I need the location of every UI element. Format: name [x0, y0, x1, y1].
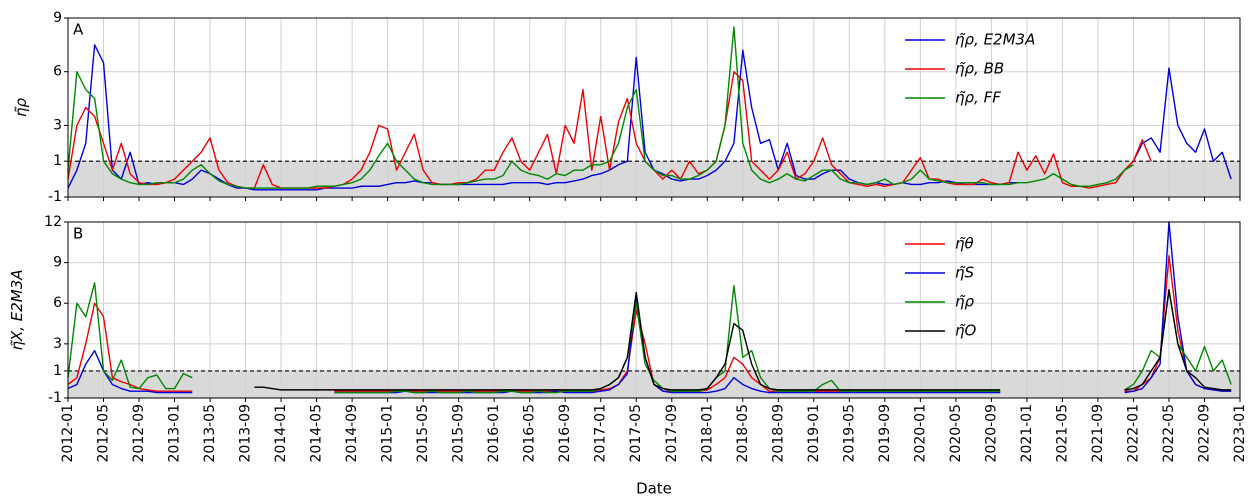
x-tick-label: 2018-05 [735, 404, 751, 463]
y-tick-label: 1 [53, 153, 62, 169]
x-tick-label: 2020-01 [912, 404, 928, 463]
x-tick-label: 2021-09 [1090, 404, 1106, 463]
x-tick-label: 2012-01 [60, 404, 76, 463]
y-tick-label: 9 [53, 255, 62, 271]
x-tick-label: 2013-09 [238, 404, 254, 463]
x-tick-label: 2019-09 [877, 404, 893, 463]
threshold-band [68, 161, 1240, 197]
legend-label: η̃S [955, 264, 975, 282]
y-tick-label: 6 [53, 64, 62, 80]
plot-frame [67, 221, 1241, 399]
x-tick-label: 2016-01 [486, 404, 502, 463]
panel: -1 1 3 6 9 η̃ρ, E2M3A η̃ρ, BB η̃ρ, FF Aη̃ρ [12, 10, 1241, 205]
x-tick-label: 2016-09 [557, 404, 573, 463]
y-tick-label: 9 [53, 10, 62, 26]
legend-label: η̃ρ, BB [955, 60, 1004, 78]
x-tick-label: 2022-01 [1125, 404, 1141, 463]
x-tick-label: 2020-05 [948, 404, 964, 463]
legend-label: η̃ρ, FF [955, 89, 1001, 107]
x-tick-label: 2012-09 [131, 404, 147, 463]
y-tick-label: 3 [53, 336, 62, 352]
panel-label: A [73, 21, 84, 39]
x-tick-label: 2022-05 [1161, 404, 1177, 463]
x-tick-label: 2015-01 [380, 404, 396, 463]
legend-label: η̃ρ, E2M3A [955, 31, 1035, 49]
y-axis-label: η̃ρ [12, 98, 30, 118]
x-tick-label: 2019-01 [806, 404, 822, 463]
x-tick-label: 2017-01 [593, 404, 609, 463]
legend-label: η̃O [955, 322, 977, 340]
x-tick-label: 2019-05 [841, 404, 857, 463]
x-tick-label: 2021-01 [1019, 404, 1035, 463]
x-tick-label: 2018-01 [699, 404, 715, 463]
y-tick-label: 1 [53, 363, 62, 379]
y-tick-label: 12 [44, 214, 62, 230]
x-tick-label: 2013-05 [202, 404, 218, 463]
panel: 2012-01 2012-05 2012-09 2013-01 2013-05 2013-… [8, 214, 1248, 498]
y-tick-label: 3 [53, 117, 62, 133]
x-axis-label: Date [636, 480, 672, 496]
x-tick-label: 2013-01 [167, 404, 183, 463]
y-axis-label: η̃X, E2M3A [8, 269, 26, 350]
x-tick-label: 2012-05 [96, 404, 112, 463]
x-tick-label: 2021-05 [1054, 404, 1070, 463]
x-tick-label: 2023-01 [1232, 404, 1248, 463]
series-line [254, 288, 1232, 391]
x-tick-label: 2018-09 [770, 404, 786, 463]
x-tick-label: 2014-09 [344, 404, 360, 463]
x-tick-label: 2017-05 [628, 404, 644, 463]
x-tick-label: 2015-09 [451, 404, 467, 463]
y-tick-label: -1 [48, 189, 62, 205]
x-tick-label: 2017-09 [664, 404, 680, 463]
x-tick-label: 2015-05 [415, 404, 431, 463]
panel-label: B [73, 225, 83, 243]
x-tick-label: 2020-09 [983, 404, 999, 463]
y-tick-label: -1 [48, 390, 62, 406]
y-tick-label: 6 [53, 295, 62, 311]
legend-label: η̃θ [955, 235, 974, 253]
plot-frame [67, 17, 1241, 198]
x-tick-label: 2016-05 [522, 404, 538, 463]
series-line [67, 26, 1134, 189]
x-tick-label: 2014-01 [273, 404, 289, 463]
x-tick-label: 2014-05 [309, 404, 325, 463]
legend-label: η̃ρ [955, 293, 975, 311]
x-tick-label: 2022-09 [1196, 404, 1212, 463]
